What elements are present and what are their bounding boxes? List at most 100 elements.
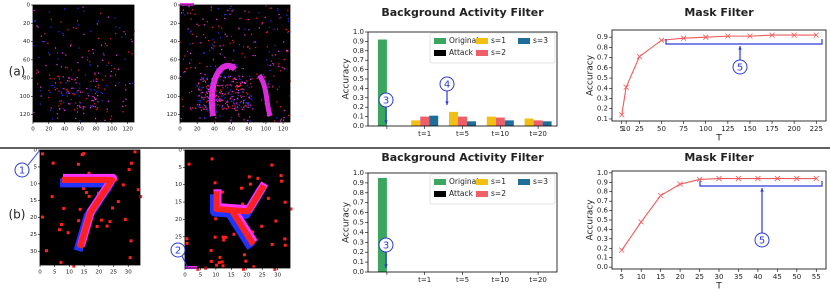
event-pixel [110,38,112,40]
event-pixel [70,98,72,101]
event-pixel [218,25,220,27]
x-tick-label: 25 [259,273,266,279]
event-pixel [47,42,49,45]
event-pixel [288,114,290,117]
event-pixel [122,111,124,113]
y-tick-label: 0.6 [597,64,609,72]
event-pixel [97,37,100,40]
y-tick-label: 5 [179,165,183,171]
event-pixel [200,89,202,91]
event-pixel [65,82,67,84]
event-image [40,150,143,268]
event-pixel [184,14,186,16]
event-pixel [241,202,245,206]
event-pixel [230,35,232,37]
event-pixel [95,224,99,228]
event-pixel [221,27,223,29]
event-pixel [81,56,83,58]
event-pixel [211,26,214,29]
y-tick-label: 100 [20,94,31,100]
event-pixel [277,10,279,12]
event-pixel [68,92,70,94]
event-pixel [40,95,42,97]
event-pixel [92,100,94,102]
event-pixel [270,163,274,167]
y-tick-label: 40 [23,39,30,45]
event-pixel [84,74,87,76]
event-pixel [249,78,252,80]
event-pixel [224,97,226,99]
event-pixel [270,20,272,22]
event-pixel [37,83,39,85]
event-pixel [224,77,227,79]
event-pixel [243,100,245,102]
event-pixel [287,50,289,52]
event-pixel [198,94,200,97]
event-pixel [75,117,77,119]
event-pixel [234,105,236,107]
chart-title: Mask Filter [684,151,754,164]
event-pixel [231,105,234,107]
x-tick-label: 10 [66,270,73,276]
event-pixel [276,28,279,30]
event-pixel [242,253,246,257]
y-tick-label: 0.1 [353,258,364,266]
event-pixel [204,81,207,83]
event-pixel [210,9,212,11]
event-pixel [249,75,251,77]
event-pixel [250,94,252,96]
event-pixel [247,119,249,122]
event-pixel [240,106,242,108]
event-pixel [67,77,70,79]
line-series [621,177,817,251]
event-pixel [108,220,112,224]
event-pixel [58,31,60,33]
event-pixel [224,102,227,105]
x-tick-label: 100 [261,127,272,133]
y-tick-label: 40 [170,39,177,45]
legend-swatch [434,179,446,185]
event-pixel [90,30,92,32]
event-pixel [221,72,223,74]
event-pixel [200,109,202,111]
event-pixel [206,107,208,110]
event-pixel [71,78,73,80]
event-pixel [238,75,240,77]
event-pixel [256,17,258,19]
event-pixel [230,84,232,86]
event-pixel [79,106,81,108]
event-image [180,3,292,124]
event-pixel [130,38,132,41]
legend-label: Attack [449,48,474,57]
event-pixel [251,230,255,234]
event-pixel [283,68,285,70]
event-pixel [189,31,192,33]
x-tick-label: 25 [110,270,117,276]
event-pixel [201,97,203,99]
event-pixel [48,96,50,99]
event-pixel [190,67,192,69]
event-pixel [90,89,92,91]
image-background [33,5,134,122]
legend-swatch [434,38,446,44]
event-pixel [187,12,189,14]
event-pixel [202,78,204,80]
event-pixel [40,86,42,88]
x-tick-label: 30 [274,273,281,279]
event-pixel [33,9,35,12]
event-pixel [195,107,197,109]
legend-label: s=2 [491,48,506,57]
event-pixel [67,29,69,31]
event-pixel [124,33,127,35]
event-pixel [199,117,201,119]
event-pixel [33,111,35,114]
event-pixel [285,28,287,31]
event-pixel [219,79,221,81]
event-pixel [225,14,227,16]
event-pixel [279,17,281,19]
event-pixel [95,80,97,82]
event-pixel [202,80,204,82]
event-pixel [208,91,210,93]
y-tick-label: 0.3 [353,94,364,102]
event-pixel [232,59,234,62]
